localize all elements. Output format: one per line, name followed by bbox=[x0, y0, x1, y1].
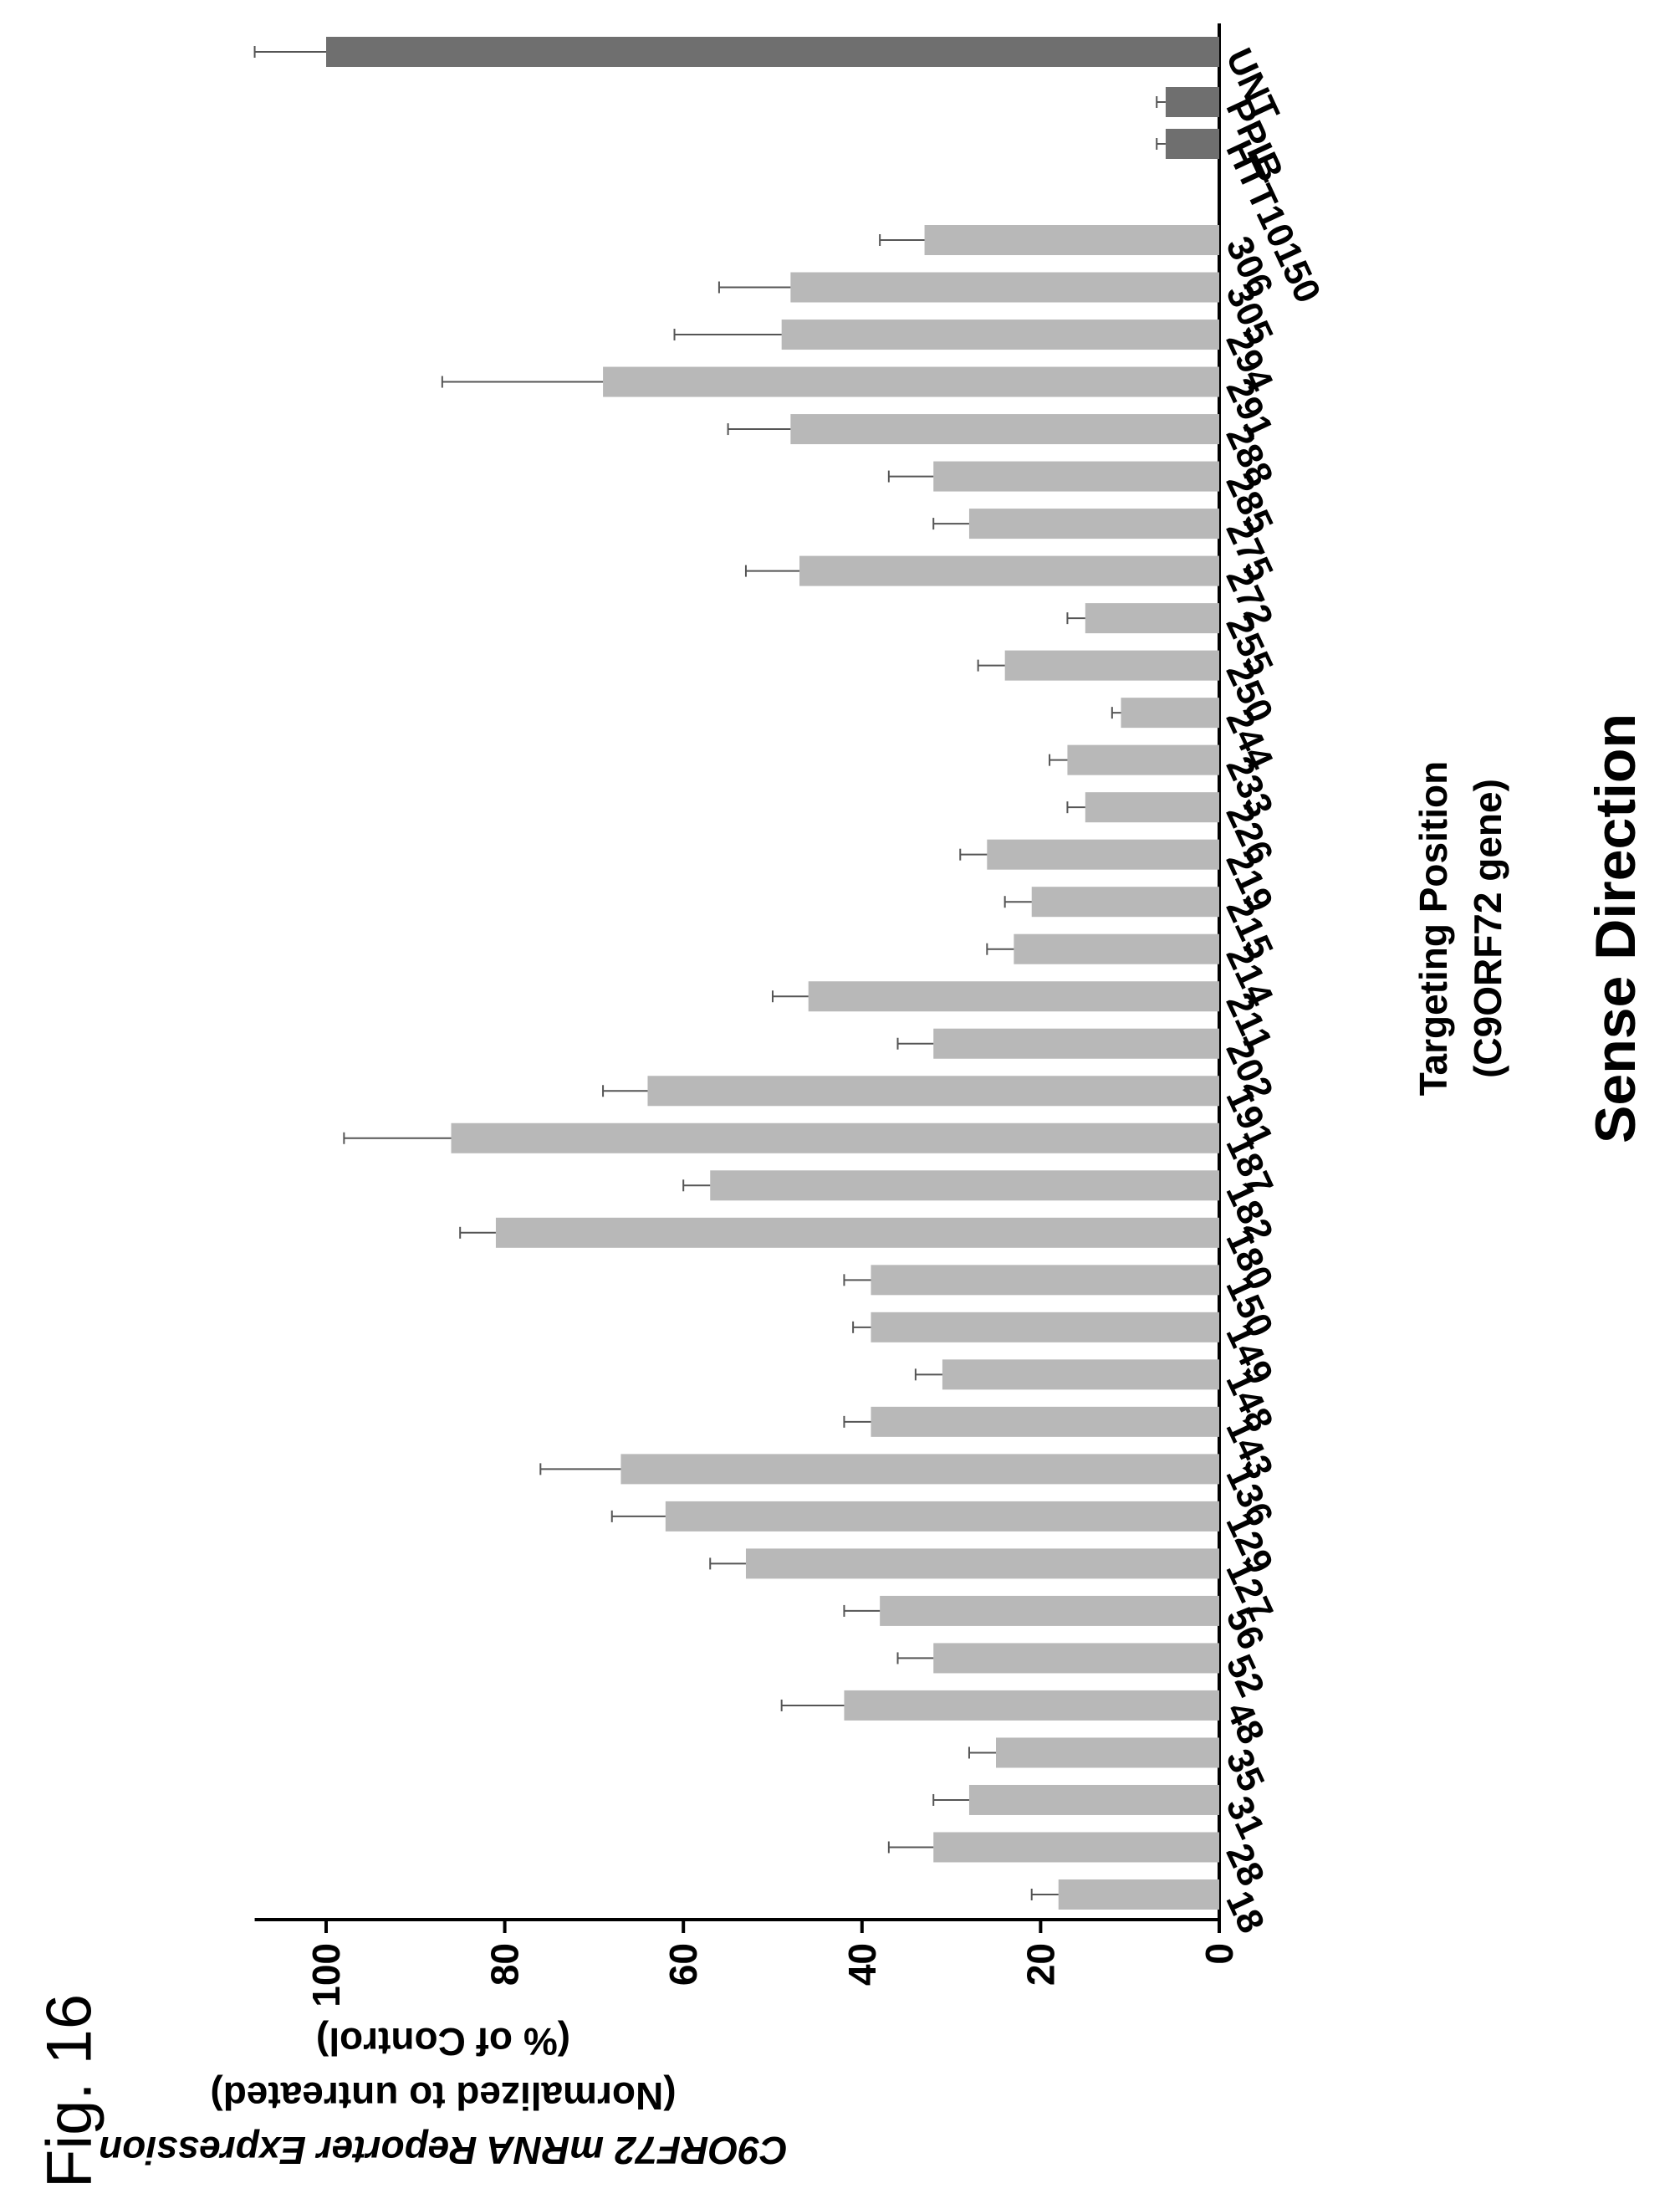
y-axis-title-line-2: (Normalized to untreated) bbox=[210, 2074, 676, 2118]
bar-143 bbox=[871, 1406, 1219, 1437]
bar-214 bbox=[1014, 933, 1219, 964]
bar-htt10150 bbox=[1165, 129, 1219, 159]
bar-288 bbox=[790, 414, 1219, 445]
category-label-28: 28 bbox=[1218, 1838, 1272, 1892]
x-axis-title-line-1: Targeting Position bbox=[1412, 761, 1455, 1096]
chart-subtitle: Sense Direction bbox=[1584, 713, 1647, 1143]
bar-52 bbox=[933, 1643, 1219, 1674]
bar-127 bbox=[745, 1548, 1219, 1579]
bar-191 bbox=[647, 1076, 1219, 1107]
bar-149 bbox=[871, 1312, 1219, 1342]
bar-48 bbox=[844, 1690, 1219, 1721]
bar-294 bbox=[781, 320, 1219, 350]
bar-244 bbox=[1121, 698, 1219, 729]
bar-180 bbox=[495, 1217, 1219, 1248]
bar-28 bbox=[933, 1832, 1219, 1863]
y-tick-label: 60 bbox=[661, 1943, 705, 1986]
bar-187 bbox=[451, 1122, 1219, 1153]
bar-219 bbox=[987, 839, 1219, 870]
y-tick-label: 100 bbox=[304, 1943, 348, 2007]
category-label-18: 18 bbox=[1218, 1884, 1272, 1939]
x-axis-title-line-2: (C9ORF72 gene) bbox=[1466, 779, 1509, 1078]
bar-18 bbox=[1058, 1879, 1219, 1910]
bar-291 bbox=[603, 366, 1219, 397]
y-tick-label: 20 bbox=[1019, 1943, 1062, 1986]
bar-202 bbox=[933, 1028, 1219, 1059]
bar-285 bbox=[933, 461, 1219, 492]
category-label-48: 48 bbox=[1218, 1695, 1272, 1750]
category-label-31: 31 bbox=[1218, 1790, 1272, 1844]
figure-label-text: Fig. 16 bbox=[33, 1993, 105, 2189]
bar-ppib bbox=[1165, 87, 1219, 117]
bar-305 bbox=[790, 272, 1219, 303]
category-label-35: 35 bbox=[1218, 1743, 1272, 1797]
bar-31 bbox=[968, 1784, 1219, 1815]
bar-150 bbox=[871, 1265, 1219, 1296]
y-tick-label: 0 bbox=[1197, 1943, 1241, 1965]
bar-182 bbox=[710, 1170, 1219, 1201]
y-axis-title-line-3: (% of Control) bbox=[316, 2020, 570, 2063]
category-label-group: 1828313548525612712913614314814915018018… bbox=[1218, 42, 1328, 1939]
bar-272 bbox=[799, 555, 1219, 586]
bar-35 bbox=[996, 1737, 1219, 1768]
bar-unt bbox=[326, 37, 1219, 67]
y-tick-label: 80 bbox=[483, 1943, 527, 1986]
category-label-52: 52 bbox=[1218, 1649, 1272, 1703]
bar-250 bbox=[1004, 650, 1219, 681]
figure-label: Fig. 16 bbox=[7, 1982, 132, 2200]
bar-group bbox=[253, 37, 1219, 1910]
bar-136 bbox=[620, 1454, 1219, 1485]
bar-56 bbox=[880, 1595, 1219, 1626]
bar-255 bbox=[1085, 603, 1219, 634]
bar-129 bbox=[665, 1501, 1219, 1532]
bar-148 bbox=[942, 1359, 1219, 1390]
y-tick-label: 40 bbox=[840, 1943, 884, 1986]
bar-215 bbox=[1031, 887, 1219, 918]
bar-306 bbox=[924, 225, 1219, 255]
bar-211 bbox=[808, 981, 1219, 1012]
y-tick-group: 0 20 40 60 80 100 bbox=[304, 1920, 1241, 2007]
bar-233 bbox=[1067, 744, 1219, 775]
bar-226 bbox=[1085, 792, 1219, 823]
y-axis-title-line-1: C9ORF72 mRNA Reporter Expression bbox=[99, 2129, 788, 2172]
bar-275 bbox=[968, 509, 1219, 539]
